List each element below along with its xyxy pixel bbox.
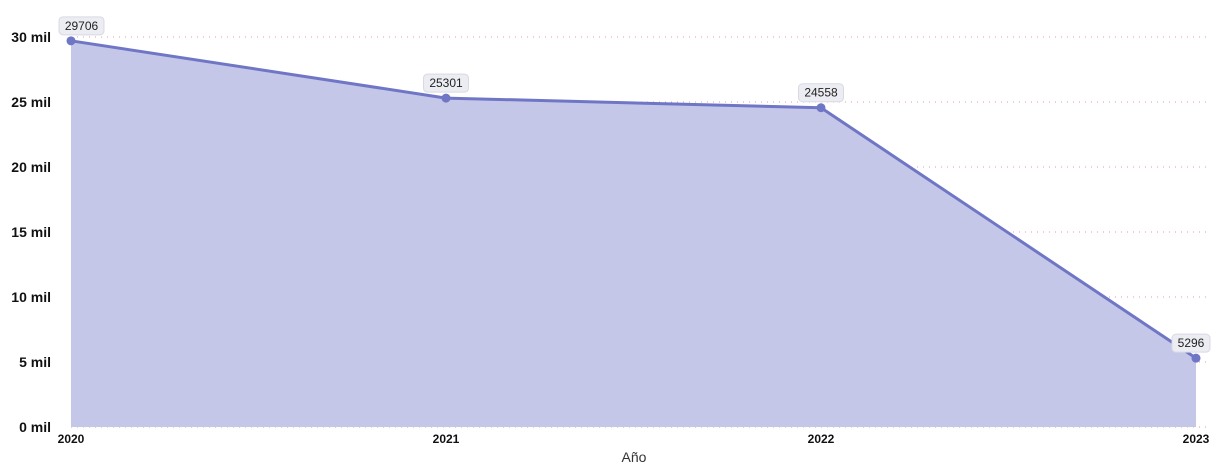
y-tick-label: 15 mil <box>11 224 51 240</box>
data-point <box>66 36 76 46</box>
data-points <box>66 36 1201 363</box>
x-tick-label: 2022 <box>808 432 835 446</box>
x-tick-label: 2020 <box>58 432 85 446</box>
x-axis: 2020 2021 2022 2023 <box>58 432 1210 446</box>
y-tick-label: 0 mil <box>19 419 51 435</box>
x-tick-label: 2021 <box>433 432 460 446</box>
y-axis: 0 mil 5 mil 10 mil 15 mil 20 mil 25 mil 30 mil <box>11 29 51 435</box>
x-tick-label: 2023 <box>1183 432 1210 446</box>
data-label-box <box>58 16 105 36</box>
data-label-value: 24558 <box>804 86 838 100</box>
data-point <box>441 93 451 103</box>
data-point <box>816 103 826 113</box>
data-label-value: 5296 <box>1178 336 1205 350</box>
data-label-box <box>423 73 469 93</box>
data-label-value: 25301 <box>429 76 463 90</box>
data-label-box <box>798 83 844 103</box>
data-labels: 29706 25301 24558 5296 <box>58 16 1211 353</box>
data-label-value: 29706 <box>65 19 99 33</box>
x-axis-title: Año <box>622 449 647 465</box>
y-tick-label: 10 mil <box>11 289 51 305</box>
area-series <box>69 39 1198 428</box>
y-tick-label: 5 mil <box>19 354 51 370</box>
data-label: 5296 <box>1171 333 1211 353</box>
y-tick-label: 30 mil <box>11 29 51 45</box>
area-fill <box>71 40 1196 428</box>
data-label: 29706 <box>58 16 105 36</box>
data-point <box>1191 353 1201 363</box>
data-label-box <box>1171 333 1211 353</box>
data-label: 25301 <box>423 73 469 93</box>
series-line <box>69 39 1198 360</box>
y-tick-label: 20 mil <box>11 159 51 175</box>
data-label: 24558 <box>798 83 844 103</box>
y-tick-label: 25 mil <box>11 94 51 110</box>
